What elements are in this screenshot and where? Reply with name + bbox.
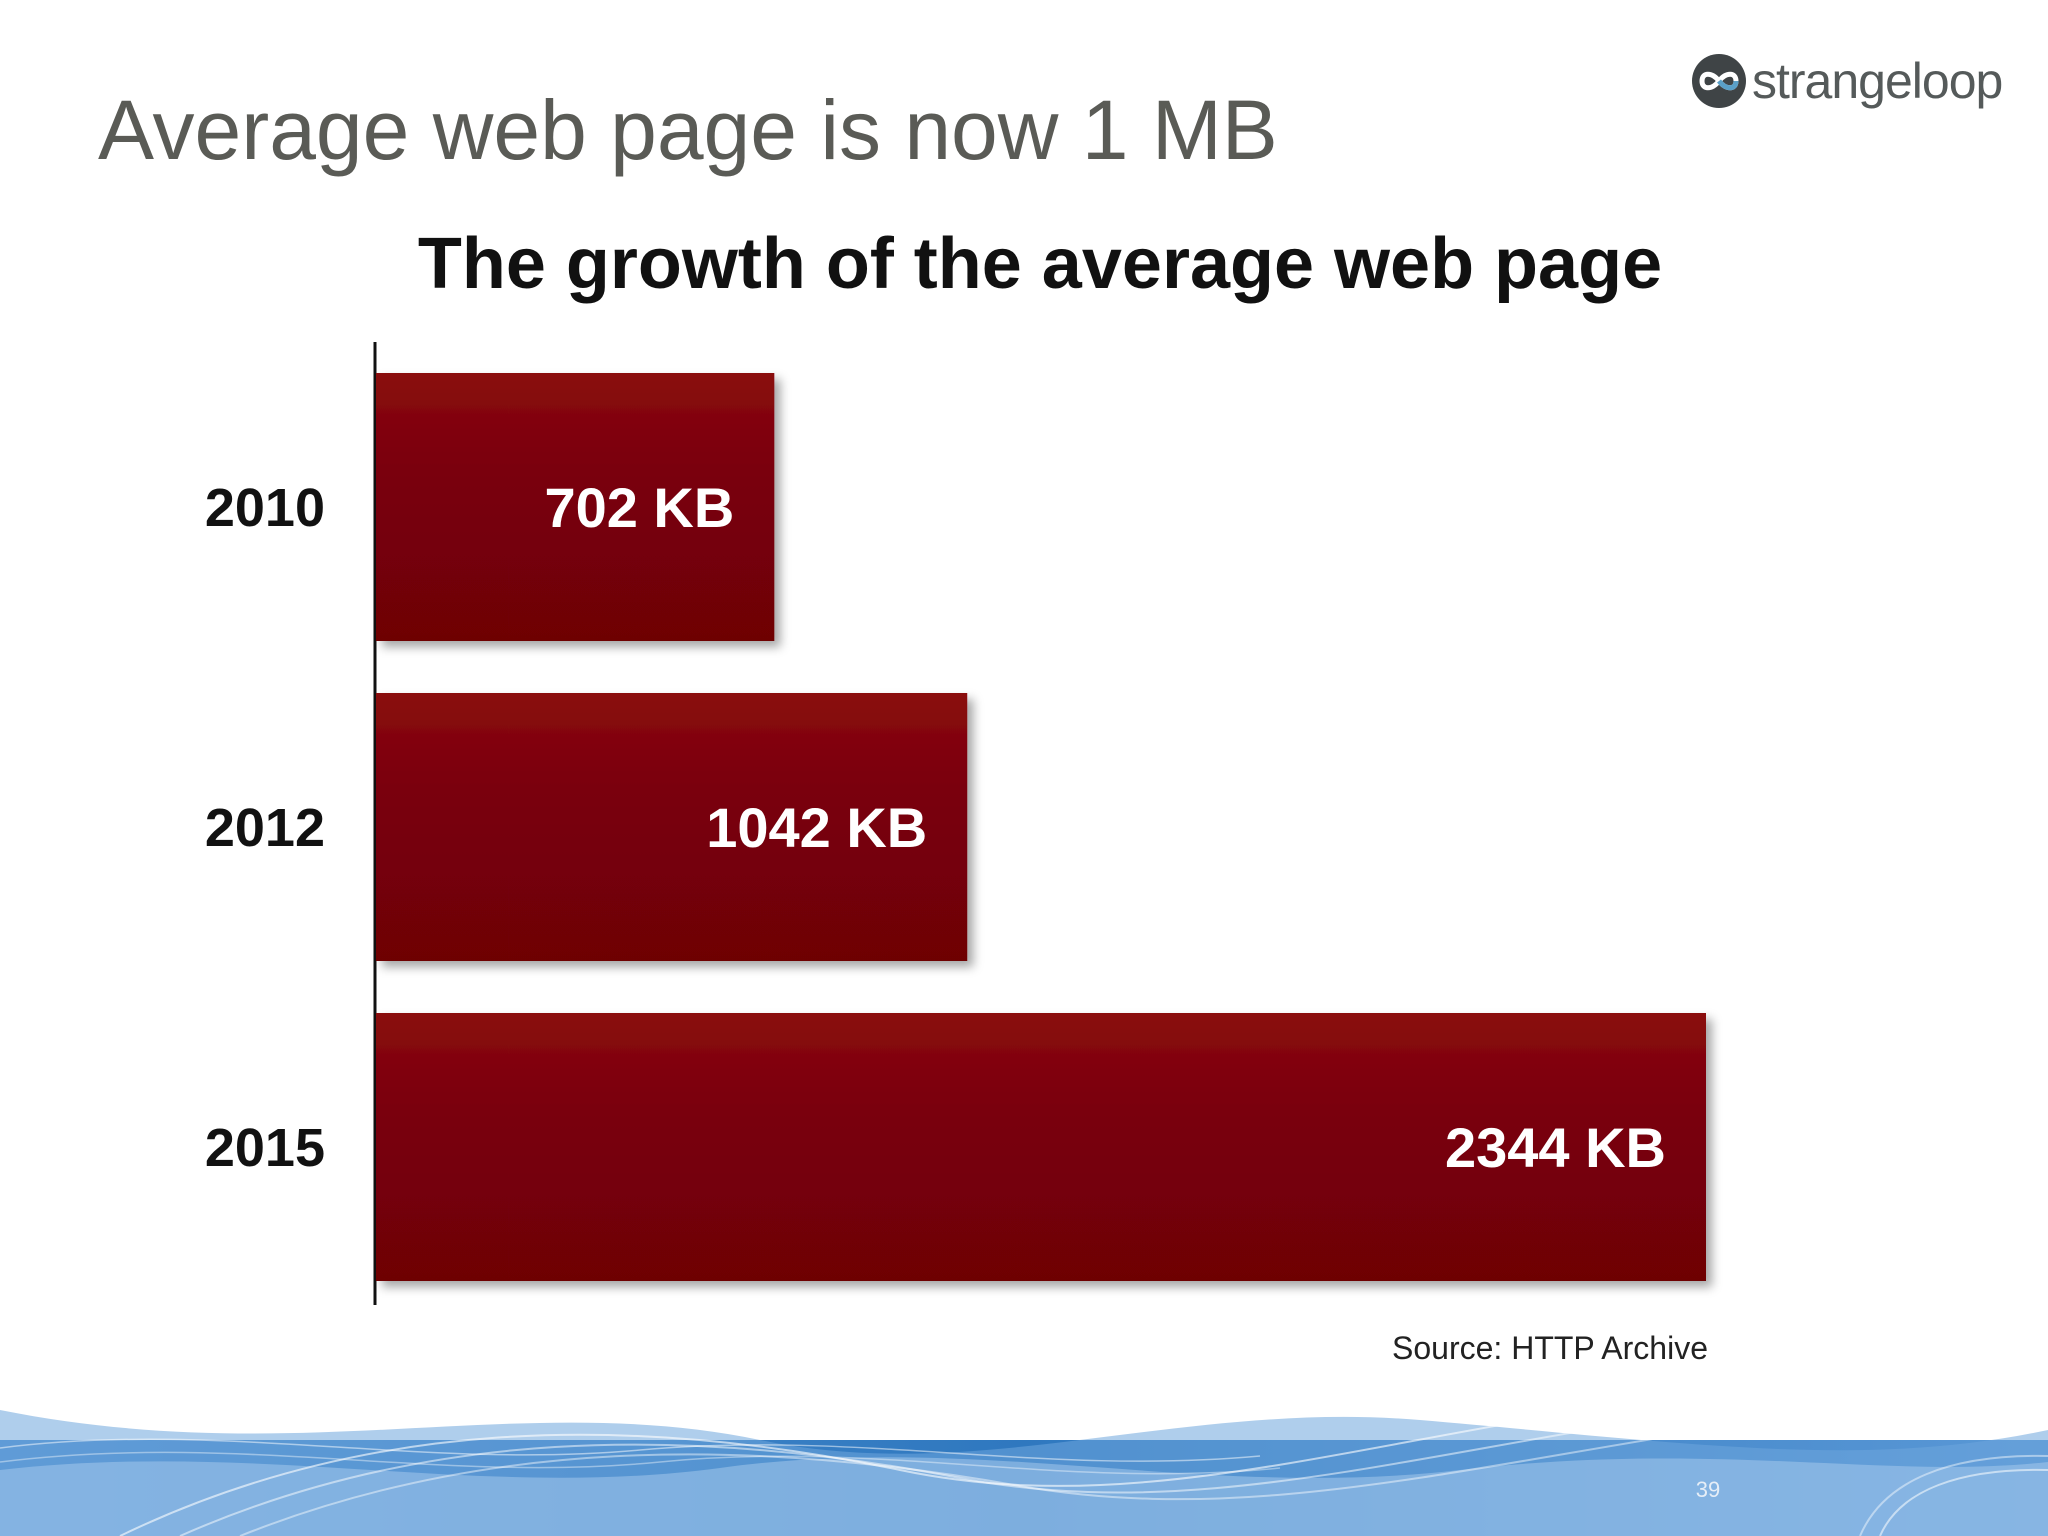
bar-2010 bbox=[376, 373, 775, 641]
logo-text: strangeloop bbox=[1752, 53, 2003, 109]
category-label-2015: 2015 bbox=[205, 1118, 325, 1178]
bars: 2010 702 KB 2012 1042 KB 2015 2344 KB bbox=[205, 373, 1706, 1281]
bar-2015 bbox=[376, 1013, 1706, 1281]
source-note: Source: HTTP Archive bbox=[1392, 1330, 1708, 1366]
infinity-loop-icon bbox=[1692, 54, 1746, 108]
footer-wave bbox=[0, 1407, 2048, 1536]
chart-title: The growth of the average web page bbox=[418, 224, 1662, 304]
value-label-2015: 2344 KB bbox=[1445, 1116, 1666, 1179]
strangeloop-logo: strangeloop bbox=[1690, 50, 2003, 112]
bar-2012 bbox=[376, 693, 968, 961]
category-label-2010: 2010 bbox=[205, 478, 325, 538]
slide-title: Average web page is now 1 MB bbox=[98, 83, 1278, 177]
value-label-2012: 1042 KB bbox=[706, 796, 927, 859]
page-number: 39 bbox=[1696, 1477, 1720, 1502]
category-label-2012: 2012 bbox=[205, 798, 325, 858]
value-label-2010: 702 KB bbox=[544, 476, 734, 539]
